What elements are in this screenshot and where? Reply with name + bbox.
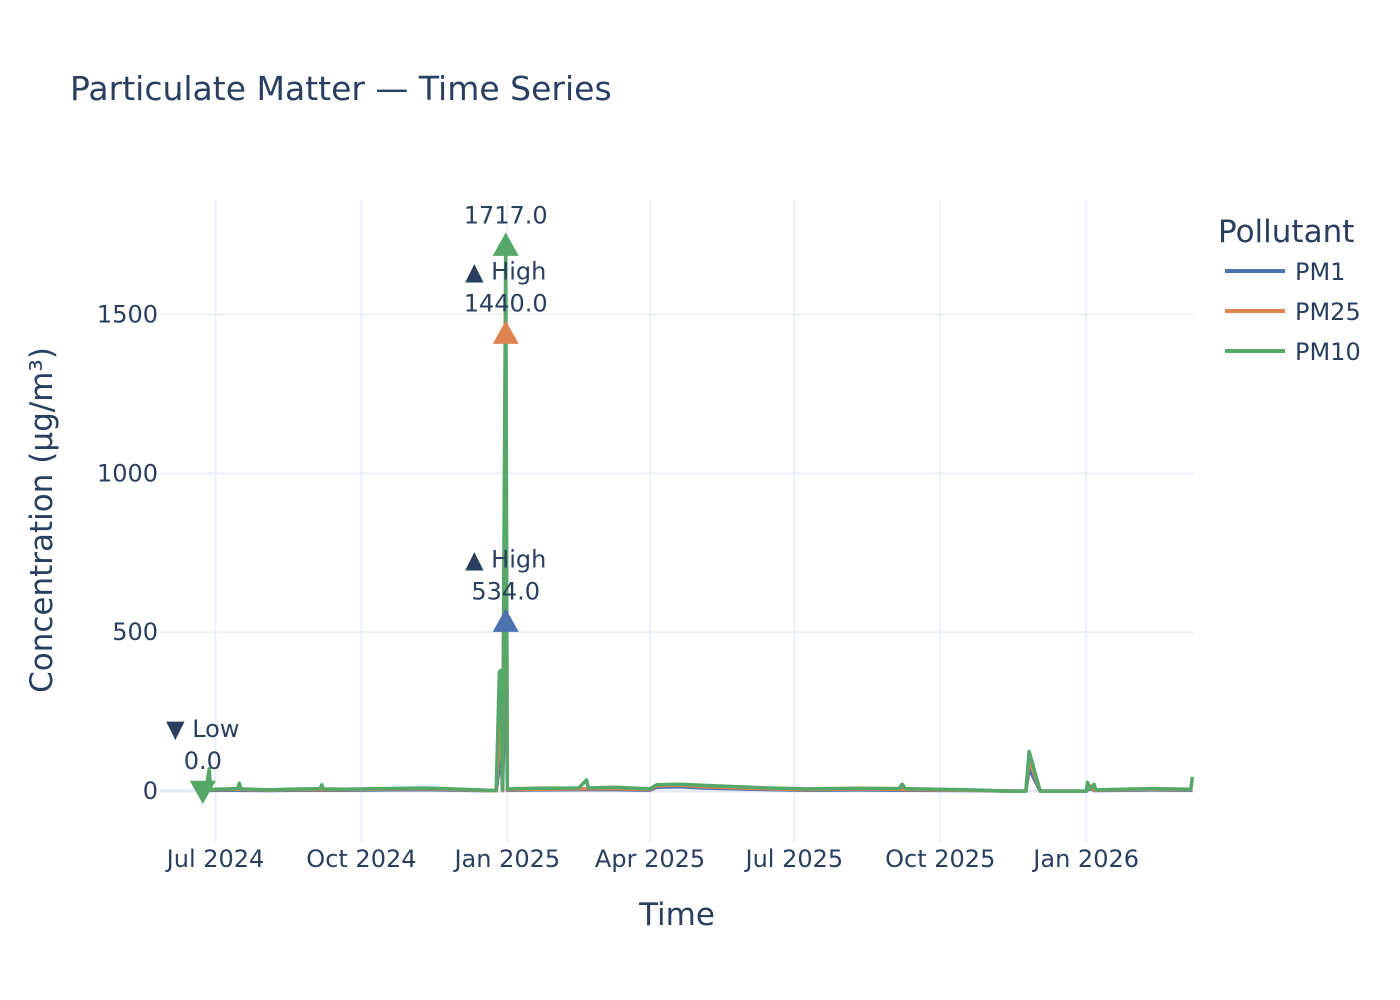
legend-item-pm25[interactable]: PM25	[1225, 298, 1361, 326]
series-line-pm25	[202, 331, 1193, 793]
annotation-label: 1440.0	[464, 289, 548, 317]
annotation-label: 534.0	[471, 577, 540, 605]
series-line-pm10	[202, 243, 1194, 793]
legend-label: PM10	[1295, 338, 1361, 366]
x-tick-label: Jul 2025	[744, 845, 844, 873]
grid	[160, 200, 1194, 842]
annotation-label: ▲ High	[465, 545, 546, 573]
high-marker-pm1	[492, 608, 519, 632]
annotation-label: 1717.0	[464, 201, 548, 229]
extreme-markers	[189, 232, 519, 805]
x-axis-ticks: Jul 2024 Oct 2024 Jan 2025 Apr 2025 Jul 2025…	[165, 845, 1139, 873]
x-tick-label: Apr 2025	[595, 845, 705, 873]
high-marker-pm10	[492, 232, 519, 256]
x-tick-label: Oct 2025	[885, 845, 995, 873]
annotation-label: ▼ Low	[166, 715, 239, 743]
y-axis-title: Concentration (µg/m³)	[24, 347, 60, 693]
series-lines	[202, 243, 1194, 793]
annotations: 1717.0 ▲ High 1440.0 ▲ High 534.0 ▼ Low 0.0	[166, 201, 548, 775]
x-tick-label: Jan 2026	[1031, 845, 1139, 873]
x-axis-title: Time	[638, 897, 715, 933]
annotation-label: 0.0	[184, 747, 222, 775]
legend-title: Pollutant	[1218, 214, 1354, 250]
low-marker-pm10	[189, 780, 216, 805]
y-tick-label: 0	[143, 777, 158, 805]
y-tick-label: 500	[112, 618, 158, 646]
y-tick-label: 1000	[97, 459, 158, 487]
chart-title: Particulate Matter — Time Series	[70, 69, 612, 108]
legend-label: PM25	[1295, 298, 1361, 326]
high-marker-pm25	[492, 320, 519, 344]
legend: Pollutant PM1 PM25 PM10	[1218, 214, 1361, 366]
annotation-label: ▲ High	[465, 257, 546, 285]
series-line-pm1	[202, 619, 1193, 793]
y-tick-label: 1500	[97, 300, 158, 328]
x-tick-label: Oct 2024	[306, 845, 416, 873]
x-tick-label: Jul 2024	[165, 845, 265, 873]
x-tick-label: Jan 2025	[452, 845, 560, 873]
legend-label: PM1	[1295, 258, 1345, 286]
legend-item-pm10[interactable]: PM10	[1225, 338, 1361, 366]
y-axis-ticks: 0 500 1000 1500	[97, 300, 158, 805]
legend-item-pm1[interactable]: PM1	[1225, 258, 1345, 286]
